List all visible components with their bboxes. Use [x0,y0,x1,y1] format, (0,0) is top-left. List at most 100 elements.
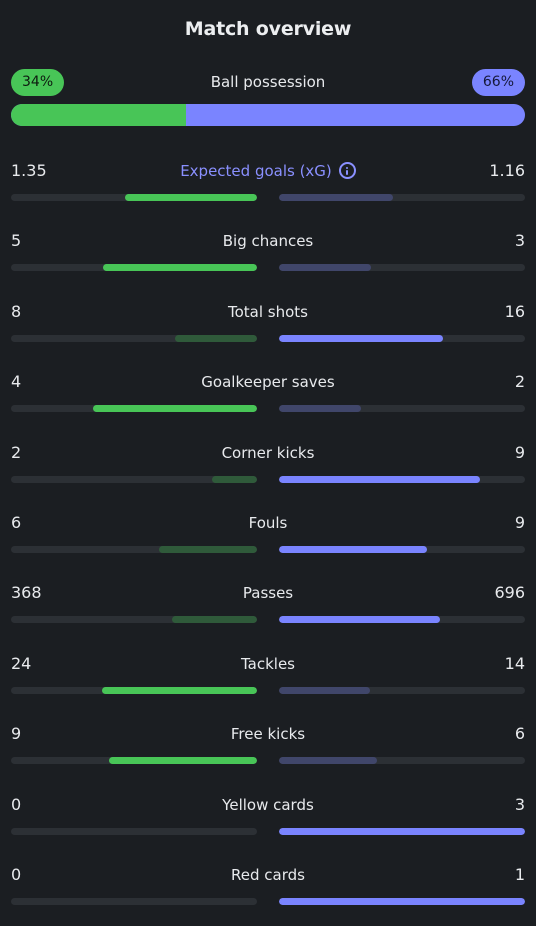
stat-row: 0 Yellow cards 3 [11,792,525,862]
stat-away-fill [279,264,372,272]
stat-bars [11,686,525,694]
page-title: Match overview [184,18,352,40]
stat-bars [11,827,525,835]
stat-name: Red cards [11,862,525,888]
stat-home-track [11,686,257,694]
stat-home-value: 24 [11,653,32,673]
stat-home-track [11,264,257,272]
stat-away-track [279,405,525,413]
stat-bars [11,264,525,272]
stat-away-value: 696 [494,583,525,603]
stat-home-value: 2 [11,442,22,462]
stat-name-label: Fouls [248,513,288,532]
stat-name: Tackles [11,651,525,677]
stat-header: 8 Total shots 16 [11,299,525,325]
stat-header: 368 Passes 696 [11,580,525,606]
stat-bars [11,405,525,413]
info-icon[interactable] [338,162,356,179]
stat-bars [11,757,525,765]
stat-header: 24 Tackles 14 [11,651,525,677]
stat-name-label: Tackles [240,654,296,673]
stat-row: 8 Total shots 16 [11,299,525,369]
stat-home-track [11,194,257,201]
stat-home-value: 4 [11,372,22,392]
stat-home-track [11,475,257,483]
stat-name-label: Total shots [228,302,308,321]
stat-home-fill [212,475,257,483]
stat-home-value: 0 [11,794,22,814]
stat-home-fill [109,757,257,765]
stat-row: 368 Passes 696 [11,580,525,650]
stat-home-fill [175,334,257,342]
stat-home-value: 6 [11,512,22,532]
stat-home-track [11,616,257,624]
stat-home-fill [171,616,257,624]
stat-home-value: 8 [11,301,22,321]
stat-name: Goalkeeper saves [11,369,525,395]
stat-away-fill [279,897,525,905]
stat-away-track [279,616,525,624]
possession-home-badge: 34% [11,69,65,96]
stat-name: Big chances [11,228,525,254]
stat-name-label: Big chances [222,232,314,251]
possession-label: Ball possession [210,73,326,91]
stat-away-track [279,545,525,553]
stat-header: 4 Goalkeeper saves 2 [11,369,525,395]
stat-home-track [11,897,257,905]
stat-home-fill [93,405,257,413]
stat-name-label: Yellow cards [222,795,314,814]
stat-away-value: 14 [504,653,525,673]
stat-away-value: 1.16 [489,161,525,180]
stat-away-value: 6 [514,724,525,744]
stat-header: 5 Big chances 3 [11,228,525,254]
stat-away-fill [279,757,378,765]
stat-row: 2 Corner kicks 9 [11,440,525,510]
stat-away-fill [279,827,525,835]
stat-away-track [279,334,525,342]
stat-away-value: 3 [514,231,525,251]
stat-row: 6 Fouls 9 [11,510,525,580]
stat-away-track [279,264,525,272]
stat-row: 4 Goalkeeper saves 2 [11,369,525,439]
stat-home-value: 1.35 [11,161,47,180]
possession-home-fill [11,104,186,126]
stat-header: 6 Fouls 9 [11,510,525,536]
stat-bars [11,545,525,553]
possession-bar [11,104,525,126]
stat-name-label: Passes [242,584,294,603]
stat-bars [11,194,525,201]
stat-name: Passes [11,580,525,606]
stat-away-track [279,757,525,765]
stat-away-track [279,897,525,905]
possession-away-badge: 66% [471,69,525,96]
stat-home-value: 0 [11,864,22,884]
stat-away-fill [279,686,370,694]
stat-name: Corner kicks [11,440,525,466]
stat-away-track [279,686,525,694]
stat-home-track [11,334,257,342]
stat-name: Free kicks [11,721,525,747]
stat-header: 0 Red cards 1 [11,862,525,888]
stat-home-fill [103,264,257,272]
stat-away-fill [279,475,481,483]
stat-away-fill [279,194,393,201]
stat-name-label: Red cards [231,865,305,884]
stat-bars [11,334,525,342]
stat-name-label: Free kicks [230,725,306,744]
stats-list: 1.35 Expected goals (xG) 1.16 5 Big chances 3… [11,158,525,926]
stat-away-track [279,194,525,201]
stat-name[interactable]: Expected goals (xG) [11,158,525,184]
stat-row: 5 Big chances 3 [11,228,525,298]
stat-home-track [11,405,257,413]
stat-away-value: 3 [514,794,525,814]
stat-bars [11,475,525,483]
stat-away-fill [279,545,427,553]
stat-away-track [279,475,525,483]
stat-away-value: 9 [514,442,525,462]
stat-name-label: Corner kicks [221,443,315,462]
stat-home-fill [158,545,257,553]
stat-name: Yellow cards [11,792,525,818]
stat-row: 0 Red cards 1 [11,862,525,926]
stat-name: Total shots [11,299,525,325]
stat-name-label: Goalkeeper saves [201,373,335,392]
